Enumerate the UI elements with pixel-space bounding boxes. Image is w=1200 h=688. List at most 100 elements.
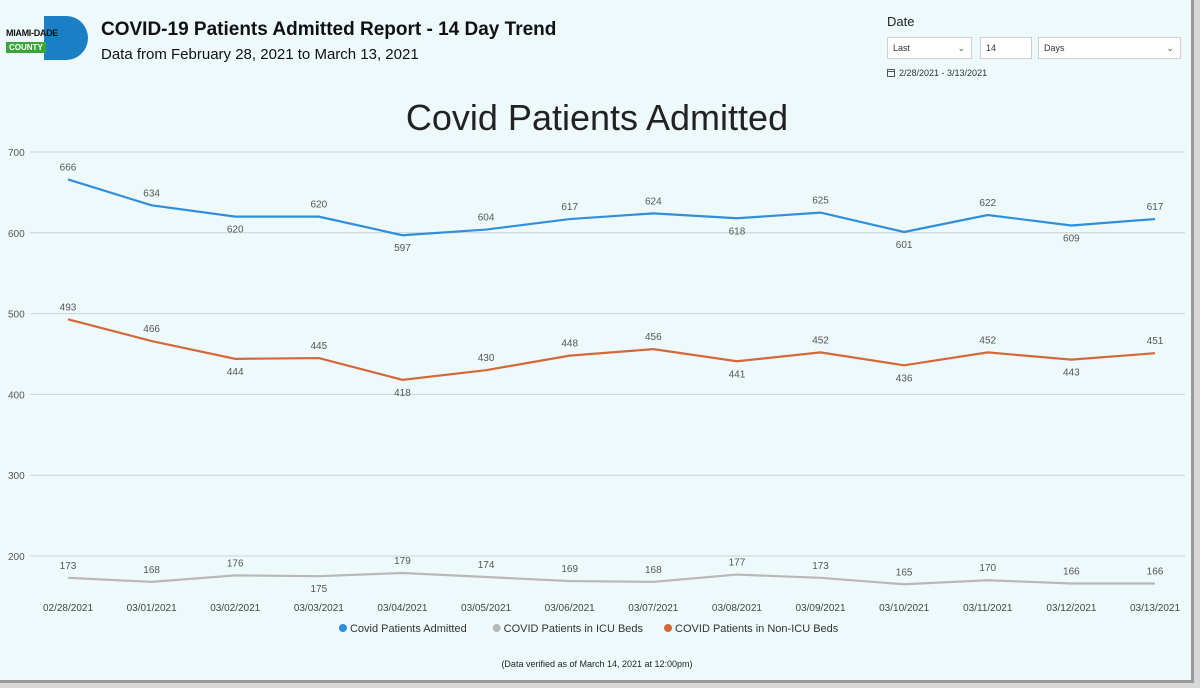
x-tick-label: 03/03/2021 (294, 603, 344, 614)
data-label: 604 (478, 213, 495, 224)
series-line (67, 178, 1156, 237)
data-label: 443 (1063, 368, 1080, 379)
data-label: 597 (394, 243, 411, 254)
data-label: 634 (143, 188, 160, 199)
y-tick-label: 200 (8, 552, 25, 563)
data-label: 666 (60, 162, 77, 173)
x-tick-label: 03/08/2021 (712, 603, 762, 614)
data-label: 177 (729, 558, 746, 569)
data-label: 436 (896, 373, 913, 384)
data-label: 624 (645, 196, 662, 207)
report-subtitle: Data from February 28, 2021 to March 13,… (101, 46, 419, 63)
y-tick-label: 600 (8, 229, 25, 240)
x-tick-label: 02/28/2021 (43, 603, 93, 614)
data-label: 601 (896, 240, 913, 251)
legend-marker-icon (338, 624, 347, 632)
date-count-value: 14 (986, 43, 997, 53)
x-axis: 02/28/2021 03/01/2021 03/02/2021 03/03/2021… (43, 603, 1180, 614)
data-label: 456 (645, 332, 662, 343)
data-verified-note: (Data verified as of March 14, 2021 at 1… (501, 659, 693, 669)
date-range-display: 2/28/2021 - 3/13/2021 (887, 68, 987, 78)
legend-marker-icon (492, 624, 501, 632)
line-chart: Covid Patients Admitted 200 300 400 500 600 7… (8, 97, 1185, 635)
data-label: 445 (311, 341, 328, 352)
series-group: 173 168 176 175 179 174 169 168 177 173 165 170 166 1… (60, 556, 1164, 595)
series-group: 493 466 444 445 418 430 448 456 441 452 436 452 443 4… (60, 302, 1164, 399)
data-label: 175 (311, 584, 328, 595)
data-label: 169 (561, 564, 578, 575)
data-label: 166 (1147, 566, 1164, 577)
date-count-input[interactable]: 14 (980, 37, 1032, 59)
data-label: 620 (311, 200, 328, 211)
data-label: 448 (561, 339, 578, 350)
data-label: 173 (60, 561, 77, 572)
x-tick-label: 03/10/2021 (879, 603, 929, 614)
data-label: 444 (227, 367, 244, 378)
y-tick-label: 700 (8, 148, 25, 159)
data-label: 452 (812, 335, 829, 346)
data-label: 618 (729, 226, 746, 237)
date-mode-dropdown[interactable]: Last ⌄ (887, 37, 972, 59)
x-tick-label: 03/12/2021 (1046, 603, 1096, 614)
chart-title: Covid Patients Admitted (406, 97, 788, 138)
data-label: 451 (1147, 336, 1164, 347)
data-label: 452 (979, 335, 996, 346)
data-label: 168 (143, 565, 160, 576)
legend-item: COVID Patients in Non-ICU Beds (675, 623, 839, 635)
y-tick-label: 400 (8, 390, 25, 401)
x-tick-label: 03/11/2021 (963, 603, 1013, 614)
chart-series: 666 634 620 620 597 604 617 624 618 625 601 622 609 6… (60, 162, 1164, 595)
data-label: 418 (394, 388, 411, 399)
data-label: 430 (478, 353, 495, 364)
x-tick-label: 03/07/2021 (628, 603, 678, 614)
data-label: 166 (1063, 566, 1080, 577)
date-filter-label: Date (887, 14, 915, 29)
y-tick-label: 300 (8, 471, 25, 482)
data-label: 168 (645, 565, 662, 576)
x-tick-label: 03/06/2021 (545, 603, 595, 614)
data-label: 176 (227, 558, 244, 569)
chevron-down-icon: ⌄ (957, 43, 965, 53)
x-tick-label: 03/01/2021 (127, 603, 177, 614)
series-line (67, 318, 1156, 381)
data-label: 165 (896, 567, 913, 578)
x-tick-label: 03/09/2021 (796, 603, 846, 614)
legend-item: COVID Patients in ICU Beds (504, 623, 644, 635)
logo-bottom-text: COUNTY (6, 42, 46, 53)
data-label: 493 (60, 302, 77, 313)
x-tick-label: 03/13/2021 (1130, 603, 1180, 614)
data-label: 617 (1147, 202, 1164, 213)
chevron-down-icon: ⌄ (1166, 43, 1174, 53)
data-label: 174 (478, 560, 495, 571)
data-label: 179 (394, 556, 411, 567)
data-label: 170 (979, 563, 996, 574)
calendar-icon (887, 69, 895, 77)
data-label: 173 (812, 561, 829, 572)
x-tick-label: 03/02/2021 (210, 603, 260, 614)
series-line (67, 571, 1155, 586)
chart-legend: Covid Patients Admitted COVID Patients in… (338, 623, 839, 635)
logo-top-text: MIAMI-DADE (6, 28, 58, 38)
report-title: COVID-19 Patients Admitted Report - 14 D… (101, 19, 557, 40)
legend-item: Covid Patients Admitted (350, 623, 467, 635)
chart-grid: 200 300 400 500 600 700 (8, 148, 1185, 563)
data-label: 466 (143, 324, 160, 335)
data-label: 617 (561, 202, 578, 213)
date-range-text: 2/28/2021 - 3/13/2021 (899, 68, 988, 78)
data-label: 625 (812, 196, 829, 207)
logo-circle-icon (44, 16, 88, 60)
data-label: 620 (227, 225, 244, 236)
data-label: 622 (979, 198, 996, 209)
data-label: 609 (1063, 234, 1080, 245)
y-tick-label: 500 (8, 310, 25, 321)
date-unit-value: Days (1044, 43, 1065, 53)
series-group: 666 634 620 620 597 604 617 624 618 625 601 622 609 6… (60, 162, 1164, 254)
data-label: 441 (729, 369, 746, 380)
date-unit-dropdown[interactable]: Days ⌄ (1038, 37, 1181, 59)
legend-marker-icon (664, 624, 673, 632)
x-tick-label: 03/04/2021 (377, 603, 427, 614)
x-tick-label: 03/05/2021 (461, 603, 511, 614)
date-mode-value: Last (893, 43, 911, 53)
miami-dade-county-logo: MIAMI-DADE COUNTY (6, 16, 90, 60)
